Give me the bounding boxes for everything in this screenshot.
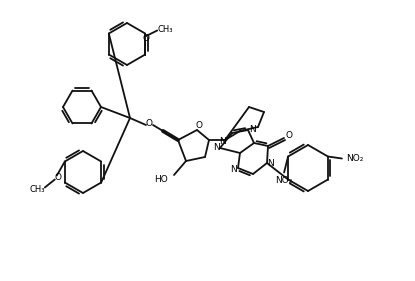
Text: N: N [229,164,237,173]
Text: O: O [54,173,61,182]
Text: CH₃: CH₃ [29,185,44,194]
Text: O: O [195,121,203,130]
Text: HO: HO [154,175,168,183]
Text: NO₂: NO₂ [276,176,293,185]
Text: CH₃: CH₃ [157,25,173,34]
Text: O: O [286,132,293,140]
Text: O: O [146,119,152,128]
Text: N: N [266,160,273,169]
Text: NO₂: NO₂ [346,154,364,163]
Text: N: N [249,124,255,133]
Text: O: O [143,34,150,43]
Text: N: N [219,137,225,146]
Text: N: N [212,142,220,151]
